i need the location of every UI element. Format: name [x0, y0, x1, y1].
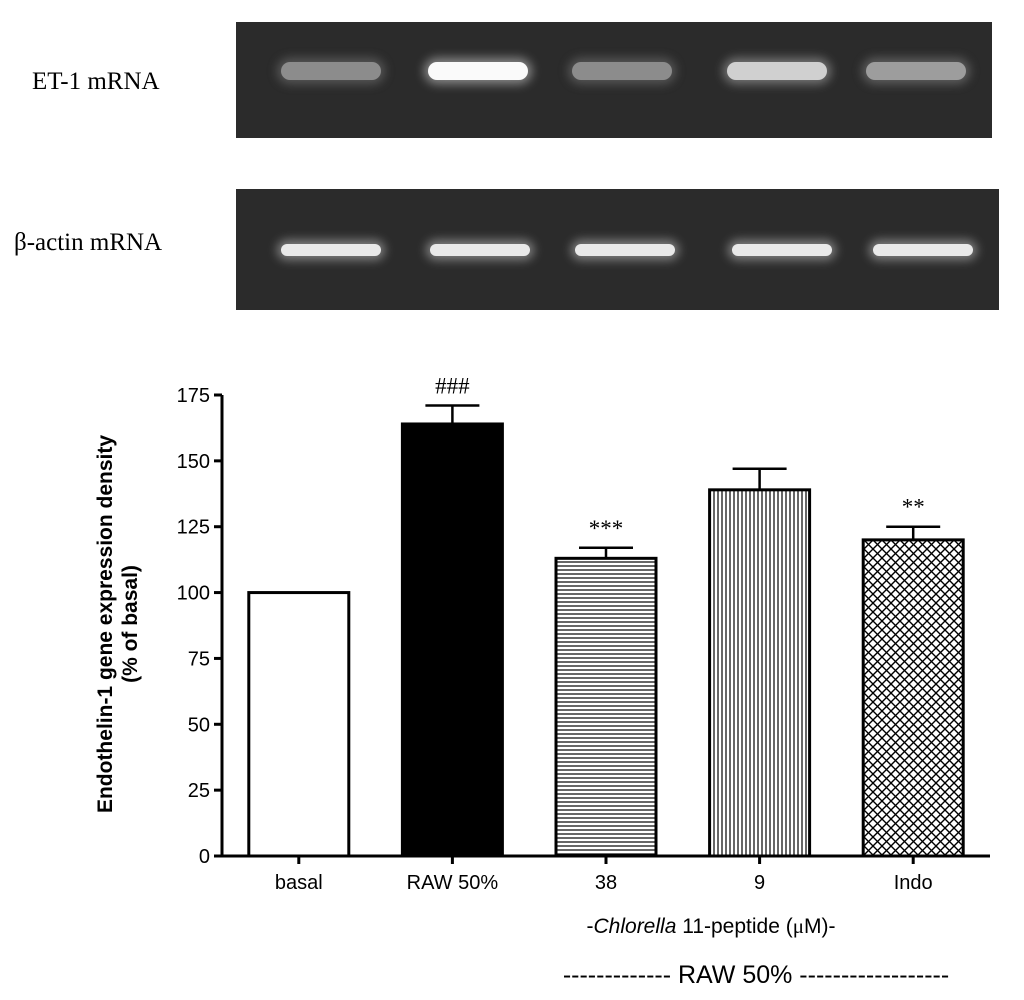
- bar-raw-50-: [400, 422, 504, 858]
- raw-50-group-annotation: ------------- RAW 50% ------------------: [563, 961, 949, 989]
- x-tick-label: Indo: [894, 872, 933, 894]
- gel-label-et1: ET-1 mRNA: [32, 68, 160, 95]
- gel-band: [281, 243, 382, 256]
- y-tick-label: 50: [188, 714, 210, 736]
- y-tick-label: 25: [188, 780, 210, 802]
- gel-image-beta-actin: [236, 189, 999, 310]
- gel-band: [575, 243, 676, 256]
- gel-label-beta-actin: β-actin mRNA: [14, 229, 163, 256]
- significance-label: ***: [589, 516, 624, 541]
- y-tick: 0: [199, 846, 222, 868]
- gel-band: [872, 243, 973, 256]
- bar-38: [554, 556, 658, 858]
- x-tick-label: 38: [595, 872, 617, 894]
- y-axis-label-line2: (% of basal): [119, 565, 142, 683]
- bar-9: [708, 488, 812, 858]
- x-tick-label: RAW 50%: [407, 872, 499, 894]
- gel-band: [866, 61, 967, 80]
- gel-band: [731, 243, 832, 256]
- y-tick-label: 75: [188, 648, 210, 670]
- y-tick: 25: [188, 780, 222, 802]
- x-tick-label: 9: [754, 872, 765, 894]
- gel-image-et1: [236, 22, 992, 138]
- y-tick: 100: [177, 583, 222, 605]
- gel-band: [726, 61, 827, 80]
- gel-band: [430, 243, 531, 256]
- y-tick-label: 125: [177, 517, 210, 539]
- y-axis-label-line1: Endothelin-1 gene expression density: [94, 435, 117, 813]
- bar-basal: [247, 591, 351, 858]
- y-tick: 150: [177, 451, 222, 473]
- y-tick-label: 175: [177, 385, 210, 407]
- x-tick-label: basal: [275, 872, 323, 894]
- y-tick: 125: [177, 517, 222, 539]
- y-tick: 50: [188, 714, 222, 736]
- peptide-annotation: -Chlorella 11-peptide (μM)-: [587, 914, 836, 938]
- y-tick-label: 100: [177, 583, 210, 605]
- y-tick-label: 150: [177, 451, 210, 473]
- bar-indo: [861, 538, 965, 858]
- significance-label: **: [902, 495, 925, 520]
- gel-band: [280, 61, 381, 80]
- gel-band: [571, 61, 672, 80]
- gel-band: [427, 61, 528, 80]
- y-tick: 75: [188, 648, 222, 670]
- y-tick: 175: [177, 385, 222, 407]
- significance-label: ###: [435, 374, 470, 399]
- y-tick-label: 0: [199, 846, 210, 868]
